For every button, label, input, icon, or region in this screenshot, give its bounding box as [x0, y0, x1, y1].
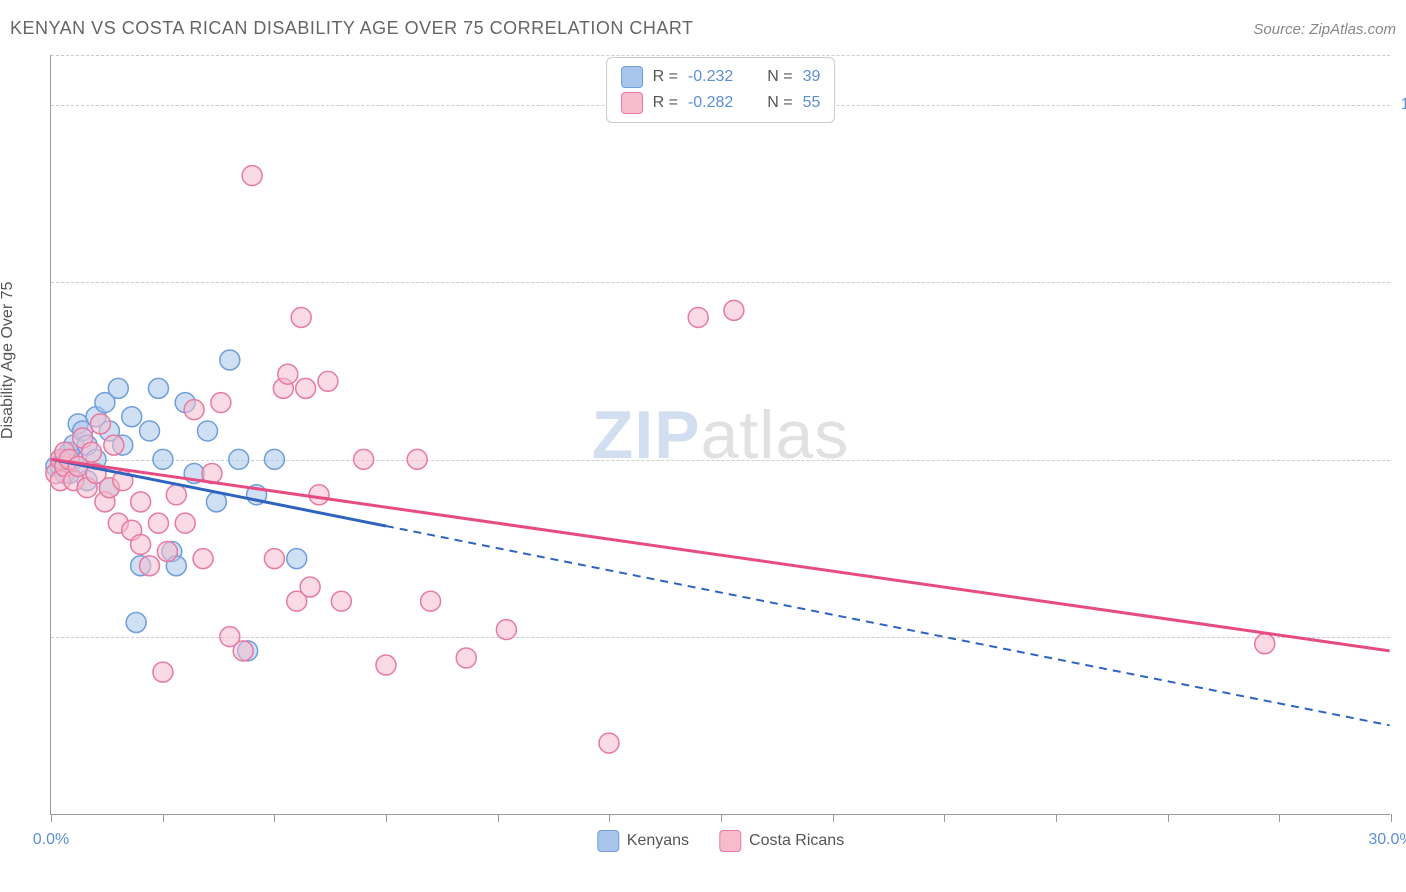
legend-series: Kenyans Costa Ricans: [597, 830, 844, 852]
legend-swatch: [621, 66, 643, 88]
x-tick-mark: [498, 814, 499, 822]
scatter-point: [688, 307, 708, 327]
scatter-point: [496, 620, 516, 640]
scatter-point: [456, 648, 476, 668]
trend-line-dashed: [386, 526, 1390, 725]
scatter-point: [131, 492, 151, 512]
x-tick-label: 30.0%: [1368, 831, 1406, 849]
scatter-point: [287, 549, 307, 569]
scatter-point: [153, 662, 173, 682]
x-tick-mark: [163, 814, 164, 822]
x-tick-label: 0.0%: [33, 831, 69, 849]
x-tick-mark: [721, 814, 722, 822]
stat-n-label: N =: [767, 94, 792, 112]
scatter-point: [264, 549, 284, 569]
scatter-point: [140, 421, 160, 441]
scatter-point: [220, 350, 240, 370]
legend-swatch: [719, 830, 741, 852]
source-name: ZipAtlas.com: [1309, 21, 1396, 38]
scatter-point: [157, 542, 177, 562]
trend-line: [51, 459, 1389, 651]
legend-stats-row: R = -0.232 N = 39: [621, 64, 821, 90]
scatter-point: [193, 549, 213, 569]
source-label: Source:: [1253, 21, 1309, 38]
scatter-point: [233, 641, 253, 661]
stat-n-value: 55: [803, 94, 821, 112]
legend-stats-row: R = -0.282 N = 55: [621, 90, 821, 116]
stat-r-label: R =: [653, 68, 678, 86]
scatter-point: [90, 414, 110, 434]
legend-swatch: [597, 830, 619, 852]
y-axis-label: Disability Age Over 75: [0, 282, 17, 439]
x-tick-mark: [944, 814, 945, 822]
scatter-point: [122, 407, 142, 427]
chart-area: 25.0%50.0%75.0%100.0% ZIPatlas R =-0.232…: [50, 55, 1390, 815]
scatter-point: [318, 371, 338, 391]
scatter-point: [354, 449, 374, 469]
legend-series-item: Kenyans: [597, 830, 689, 852]
stat-r-value: -0.282: [688, 94, 733, 112]
x-tick-mark: [833, 814, 834, 822]
scatter-point: [242, 166, 262, 186]
scatter-point: [148, 378, 168, 398]
stat-n-label: N =: [767, 68, 792, 86]
page-title: KENYAN VS COSTA RICAN DISABILITY AGE OVE…: [10, 18, 694, 39]
y-tick-label: 100.0%: [1401, 96, 1406, 114]
scatter-point: [126, 612, 146, 632]
scatter-point: [108, 378, 128, 398]
legend-series-item: Costa Ricans: [719, 830, 844, 852]
scatter-point: [300, 577, 320, 597]
scatter-point: [331, 591, 351, 611]
legend-series-label: Kenyans: [627, 832, 689, 850]
stat-r-label: R =: [653, 94, 678, 112]
scatter-point: [296, 378, 316, 398]
scatter-point: [82, 442, 102, 462]
scatter-point: [175, 513, 195, 533]
scatter-point: [184, 400, 204, 420]
scatter-point: [407, 449, 427, 469]
scatter-point: [1255, 634, 1275, 654]
stat-r-value: -0.232: [688, 68, 733, 86]
scatter-point: [211, 393, 231, 413]
scatter-point: [229, 449, 249, 469]
stat-n-value: 39: [803, 68, 821, 86]
scatter-point: [104, 435, 124, 455]
x-tick-mark: [1279, 814, 1280, 822]
scatter-point: [131, 534, 151, 554]
scatter-point: [291, 307, 311, 327]
scatter-point: [148, 513, 168, 533]
x-tick-mark: [1056, 814, 1057, 822]
x-tick-mark: [1391, 814, 1392, 822]
scatter-point: [264, 449, 284, 469]
legend-stats: R = -0.232 N = 39 R = -0.282 N = 55: [606, 57, 836, 123]
legend-series-label: Costa Ricans: [749, 832, 844, 850]
x-tick-mark: [51, 814, 52, 822]
scatter-point: [140, 556, 160, 576]
x-tick-mark: [386, 814, 387, 822]
scatter-point: [724, 300, 744, 320]
legend-swatch: [621, 92, 643, 114]
scatter-point: [599, 733, 619, 753]
scatter-point: [421, 591, 441, 611]
x-tick-mark: [609, 814, 610, 822]
scatter-plot: [51, 55, 1390, 814]
scatter-point: [278, 364, 298, 384]
scatter-point: [309, 485, 329, 505]
source-credit: Source: ZipAtlas.com: [1253, 21, 1396, 39]
scatter-point: [376, 655, 396, 675]
x-tick-mark: [274, 814, 275, 822]
scatter-point: [198, 421, 218, 441]
scatter-point: [153, 449, 173, 469]
scatter-point: [166, 485, 186, 505]
x-tick-mark: [1168, 814, 1169, 822]
